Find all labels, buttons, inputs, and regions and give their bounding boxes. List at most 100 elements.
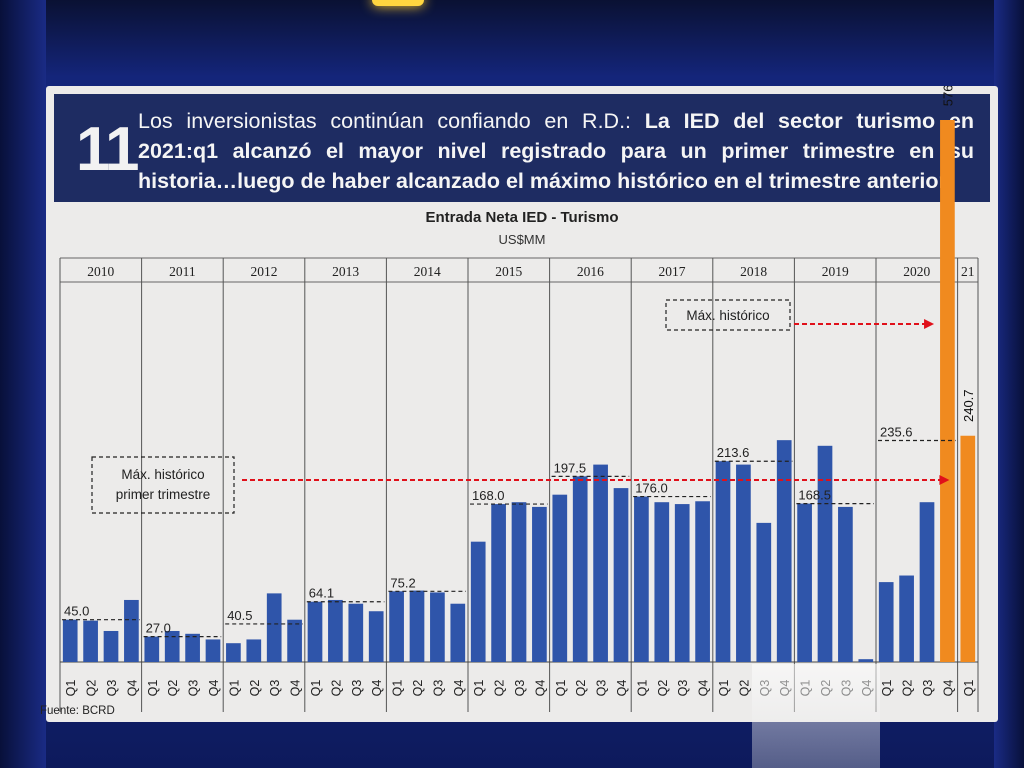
category-label: Q1 bbox=[309, 680, 323, 697]
bar bbox=[878, 582, 894, 662]
category-label: Q2 bbox=[329, 680, 343, 697]
presentation-screen: 11 Los inversionistas continúan confiand… bbox=[40, 86, 998, 722]
category-label: Q2 bbox=[574, 680, 588, 697]
category-label: Q2 bbox=[656, 680, 670, 697]
category-label: Q4 bbox=[697, 680, 711, 697]
bar bbox=[103, 630, 119, 662]
average-label: 40.5 bbox=[227, 608, 252, 623]
category-label: Q3 bbox=[595, 680, 609, 697]
category-label: Q3 bbox=[268, 680, 282, 697]
bar bbox=[307, 601, 323, 662]
bar bbox=[205, 639, 221, 662]
bar bbox=[450, 603, 466, 662]
bar bbox=[858, 659, 874, 662]
source-note: Fuente: BCRD bbox=[40, 705, 115, 717]
bar bbox=[593, 464, 608, 662]
bar bbox=[634, 496, 649, 662]
category-label: Q1 bbox=[554, 680, 568, 697]
bar bbox=[736, 464, 751, 662]
ceiling-light bbox=[372, 0, 424, 6]
bar bbox=[838, 506, 853, 662]
annotation-box bbox=[91, 456, 235, 514]
chart-title: Entrada Neta IED - Turismo bbox=[425, 209, 618, 226]
average-label: 168.0 bbox=[472, 488, 505, 503]
bar bbox=[287, 619, 302, 662]
year-label: 2015 bbox=[495, 264, 522, 279]
bar bbox=[756, 522, 772, 662]
bar bbox=[532, 506, 547, 662]
arrow-head bbox=[924, 319, 935, 329]
bar bbox=[348, 603, 364, 662]
bar bbox=[226, 643, 241, 662]
average-label: 235.6 bbox=[880, 425, 913, 440]
highlight-bar bbox=[960, 435, 976, 662]
category-label: Q2 bbox=[166, 680, 180, 697]
bar bbox=[511, 502, 527, 662]
category-label: Q1 bbox=[391, 680, 405, 697]
category-label: Q4 bbox=[615, 680, 629, 697]
category-label: Q4 bbox=[125, 680, 139, 697]
category-label: Q3 bbox=[431, 680, 445, 697]
year-label: 2019 bbox=[822, 264, 849, 279]
year-label: 2017 bbox=[659, 264, 686, 279]
category-label: Q4 bbox=[533, 680, 547, 697]
category-label: Q3 bbox=[921, 680, 935, 697]
slide-number: 11 bbox=[76, 115, 140, 184]
category-label: Q2 bbox=[85, 680, 99, 697]
bar bbox=[776, 440, 792, 662]
bar bbox=[797, 503, 812, 662]
average-label: 75.2 bbox=[390, 575, 415, 590]
bar bbox=[409, 590, 425, 662]
bar bbox=[164, 630, 180, 662]
bar bbox=[389, 591, 404, 662]
bar bbox=[674, 504, 690, 662]
headline-intro: Los inversionistas continúan confiando e… bbox=[138, 109, 645, 133]
category-label: Q1 bbox=[472, 680, 486, 697]
category-label: Q3 bbox=[513, 680, 527, 697]
slide-banner: 11 Los inversionistas continúan confiand… bbox=[54, 94, 990, 202]
chart-subtitle: US$MM bbox=[499, 232, 546, 247]
bar bbox=[266, 593, 282, 662]
category-label: Q3 bbox=[350, 680, 364, 697]
year-label: 2011 bbox=[169, 264, 196, 279]
bar bbox=[817, 445, 833, 662]
category-label: Q4 bbox=[941, 680, 955, 697]
year-label: 2013 bbox=[332, 264, 359, 279]
category-label: Q4 bbox=[207, 680, 221, 697]
category-label: Q2 bbox=[901, 680, 915, 697]
average-label: 176.0 bbox=[635, 481, 668, 496]
bar bbox=[491, 504, 506, 662]
year-label: 2012 bbox=[251, 264, 278, 279]
highlight-bar bbox=[940, 119, 955, 663]
bar bbox=[83, 620, 98, 662]
bar bbox=[613, 488, 629, 662]
bar bbox=[430, 592, 445, 662]
category-label: Q4 bbox=[452, 680, 466, 697]
arrow-head bbox=[939, 475, 950, 485]
year-label: 2016 bbox=[577, 264, 604, 279]
category-label: Q1 bbox=[227, 680, 241, 697]
left-panel bbox=[0, 0, 46, 768]
bar bbox=[899, 575, 914, 662]
category-label: Q3 bbox=[676, 680, 690, 697]
bar bbox=[654, 502, 670, 662]
average-label: 213.6 bbox=[717, 445, 750, 460]
annotation-text: Máx. histórico bbox=[121, 467, 204, 482]
bar bbox=[368, 611, 384, 662]
year-label: 2014 bbox=[414, 264, 441, 279]
category-label: Q4 bbox=[370, 680, 384, 697]
average-label: 45.0 bbox=[64, 604, 89, 619]
year-label: 2018 bbox=[740, 264, 767, 279]
average-label: 64.1 bbox=[309, 586, 334, 601]
category-label: Q1 bbox=[635, 680, 649, 697]
bar bbox=[124, 599, 139, 662]
headline-emphasis: La IED del sector turismo en 2021:q1 alc… bbox=[138, 109, 974, 193]
bar bbox=[328, 599, 343, 662]
bar bbox=[572, 476, 588, 662]
category-label: Q1 bbox=[64, 680, 78, 697]
bar bbox=[919, 502, 935, 662]
year-label: 2010 bbox=[87, 264, 114, 279]
category-label: Q1 bbox=[962, 680, 976, 697]
slide-headline: Los inversionistas continúan confiando e… bbox=[138, 106, 974, 196]
category-label: Q2 bbox=[248, 680, 262, 697]
